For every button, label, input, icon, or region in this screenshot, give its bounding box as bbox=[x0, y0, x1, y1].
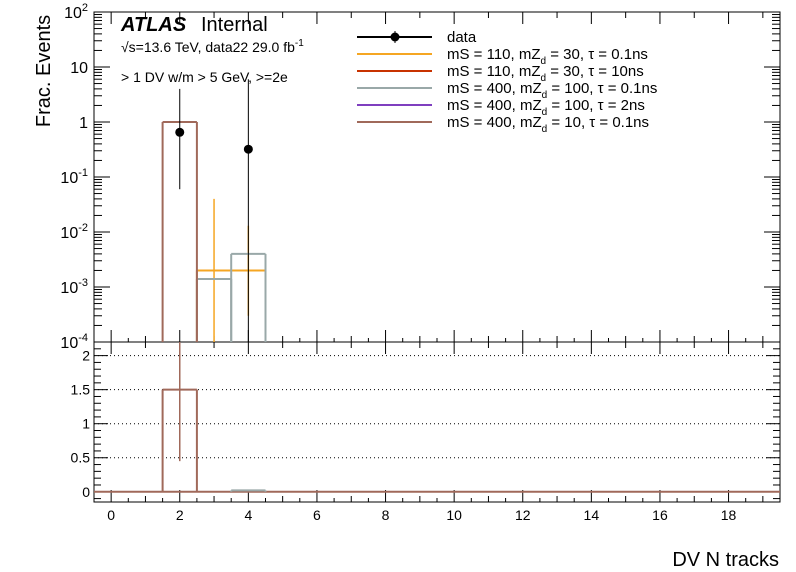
x-tick-label: 8 bbox=[382, 507, 390, 523]
ratio-y-tick-label: 0 bbox=[82, 484, 90, 500]
x-tick-label: 2 bbox=[176, 507, 184, 523]
legend-label-s4: mS = 400, mZd = 100, τ = 2ns bbox=[447, 97, 645, 118]
legend-label-s5: mS = 400, mZd = 10, τ = 0.1ns bbox=[447, 114, 649, 135]
atlas-label: ATLAS bbox=[120, 14, 187, 36]
x-axis-label: DV N tracks bbox=[672, 549, 779, 571]
top-y-tick-label: 10 bbox=[70, 60, 88, 77]
data-point bbox=[175, 127, 185, 137]
energy-label: √s=13.6 TeV, data22 29.0 fb-1 bbox=[121, 38, 304, 55]
top-y-tick-label: 10-3 bbox=[60, 277, 88, 297]
ratio-pad: 0 2 4 6 8 10 12 14 16 18 0 0.5 1 1.5 2 bbox=[71, 341, 781, 523]
selection-label: > 1 DV w/m > 5 GeV, >=2e bbox=[121, 69, 288, 85]
legend-label-s3: mS = 400, mZd = 100, τ = 0.1ns bbox=[447, 80, 657, 101]
legend-label-s1: mS = 110, mZd = 30, τ = 0.1ns bbox=[447, 46, 648, 67]
energy-text: √s=13.6 TeV, data22 29.0 fb bbox=[121, 39, 295, 55]
legend-data-marker bbox=[390, 32, 400, 42]
top-y-axis-label: Frac. Events bbox=[33, 15, 55, 127]
x-tick-label: 4 bbox=[244, 507, 252, 523]
x-tick-label: 12 bbox=[515, 507, 531, 523]
ratio-y-tick-label: 1.5 bbox=[71, 382, 91, 398]
x-tick-label: 10 bbox=[446, 507, 462, 523]
legend-label-data: data bbox=[447, 29, 477, 46]
chart-marks bbox=[94, 79, 780, 493]
ratio-y-tick-label: 1 bbox=[82, 416, 90, 432]
x-tick-label: 18 bbox=[721, 507, 737, 523]
x-tick-label: 6 bbox=[313, 507, 321, 523]
top-y-tick-label: 1 bbox=[79, 115, 88, 132]
legend-label-s2: mS = 110, mZd = 30, τ = 10ns bbox=[447, 63, 644, 84]
atlas-status: Internal bbox=[201, 14, 268, 36]
top-y-tick-label: 10-4 bbox=[60, 332, 88, 352]
x-tick-label: 16 bbox=[652, 507, 668, 523]
top-y-tick-label: 10-1 bbox=[60, 167, 88, 187]
top-y-tick-label: 10-2 bbox=[60, 222, 88, 242]
x-tick-label: 14 bbox=[584, 507, 600, 523]
ratio-y-tick-label: 0.5 bbox=[71, 450, 91, 466]
x-tick-label: 0 bbox=[107, 507, 115, 523]
ratio-y-tick-label: 2 bbox=[82, 348, 90, 364]
top-y-tick-label: 102 bbox=[64, 2, 88, 22]
energy-sup: -1 bbox=[295, 38, 304, 49]
data-point bbox=[243, 144, 253, 154]
